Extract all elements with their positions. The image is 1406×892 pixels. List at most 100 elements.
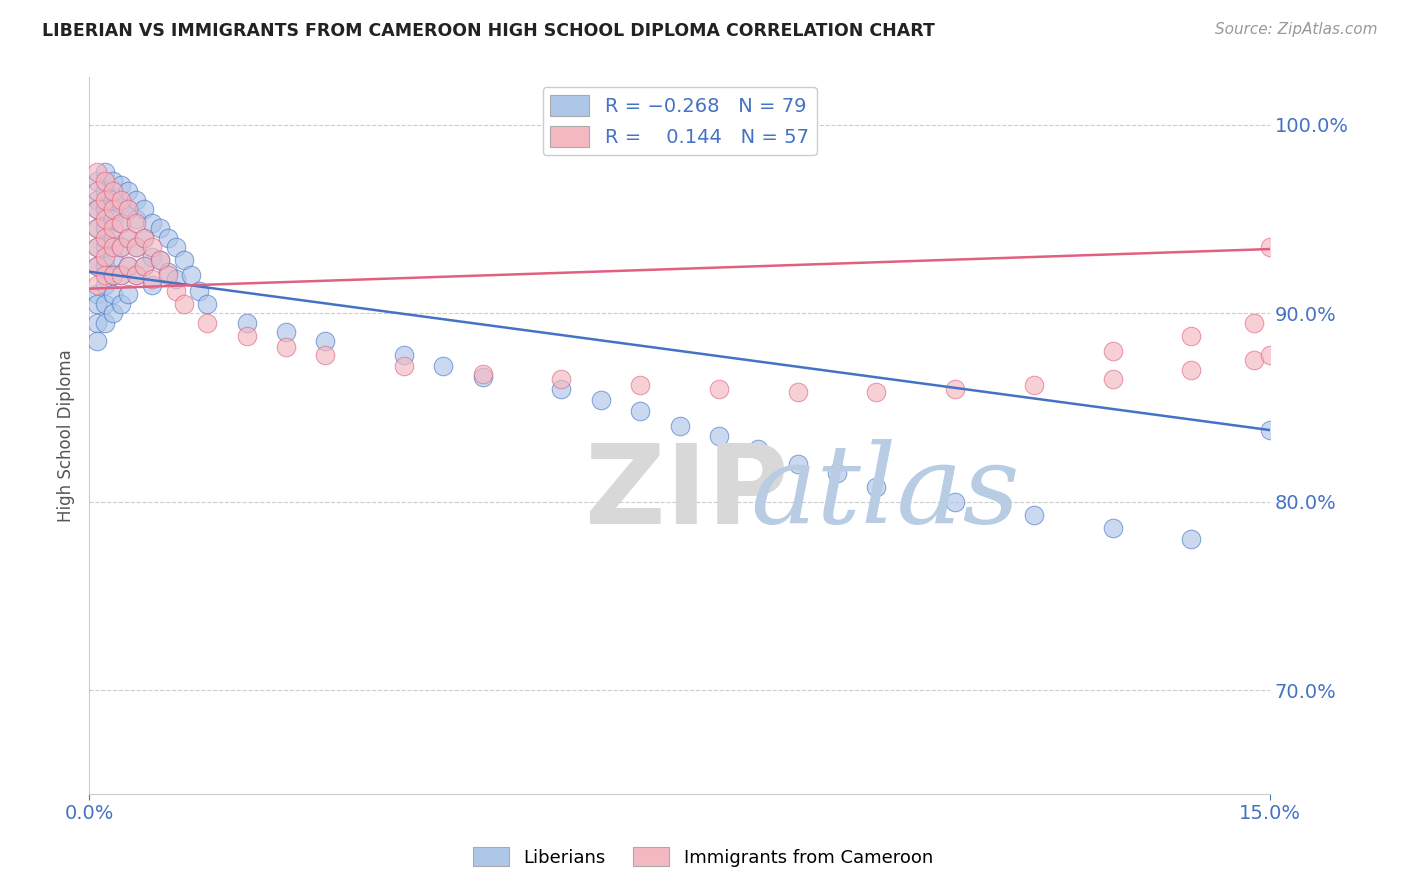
Point: [117, 184, 139, 198]
Y-axis label: High School Diploma: High School Diploma: [58, 350, 75, 522]
Point: [86, 174, 108, 188]
Point: [94, 250, 117, 264]
Legend: R = −0.268   N = 79, R =    0.144   N = 57: R = −0.268 N = 79, R = 0.144 N = 57: [543, 87, 817, 155]
Point: [86, 221, 108, 235]
Point: [117, 259, 139, 273]
Point: [156, 268, 179, 283]
Point: [786, 457, 808, 471]
Point: [86, 297, 108, 311]
Point: [1101, 521, 1123, 535]
Point: [117, 202, 139, 217]
Point: [668, 419, 690, 434]
Point: [101, 268, 124, 283]
Point: [707, 429, 730, 443]
Point: [550, 382, 572, 396]
Point: [235, 328, 257, 343]
Point: [101, 221, 124, 235]
Point: [165, 272, 187, 286]
Point: [86, 165, 108, 179]
Point: [101, 174, 124, 188]
Point: [86, 316, 108, 330]
Point: [165, 240, 187, 254]
Point: [786, 385, 808, 400]
Point: [86, 193, 108, 207]
Point: [1101, 343, 1123, 358]
Point: [943, 495, 966, 509]
Point: [471, 367, 494, 381]
Point: [141, 277, 163, 292]
Point: [173, 253, 195, 268]
Point: [1180, 328, 1202, 343]
Point: [141, 240, 163, 254]
Point: [86, 202, 108, 217]
Point: [392, 348, 415, 362]
Legend: Liberians, Immigrants from Cameroon: Liberians, Immigrants from Cameroon: [465, 840, 941, 874]
Point: [110, 268, 132, 283]
Point: [110, 216, 132, 230]
Point: [149, 221, 172, 235]
Point: [134, 231, 156, 245]
Point: [86, 334, 108, 349]
Point: [101, 231, 124, 245]
Point: [392, 359, 415, 373]
Point: [94, 184, 117, 198]
Point: [1258, 423, 1281, 437]
Point: [865, 385, 887, 400]
Point: [86, 184, 108, 198]
Point: [1022, 377, 1045, 392]
Point: [125, 240, 148, 254]
Point: [156, 231, 179, 245]
Point: [1022, 508, 1045, 522]
Point: [134, 259, 156, 273]
Point: [141, 272, 163, 286]
Point: [432, 359, 454, 373]
Point: [86, 277, 108, 292]
Point: [1258, 348, 1281, 362]
Text: ZIP: ZIP: [585, 440, 789, 547]
Point: [94, 240, 117, 254]
Point: [101, 306, 124, 320]
Point: [707, 382, 730, 396]
Point: [173, 297, 195, 311]
Point: [134, 202, 156, 217]
Point: [110, 193, 132, 207]
Point: [156, 265, 179, 279]
Point: [86, 221, 108, 235]
Point: [1243, 316, 1265, 330]
Point: [195, 297, 218, 311]
Point: [101, 287, 124, 301]
Point: [195, 316, 218, 330]
Point: [125, 211, 148, 226]
Point: [94, 193, 117, 207]
Point: [628, 404, 651, 418]
Point: [94, 211, 117, 226]
Point: [110, 268, 132, 283]
Point: [94, 202, 117, 217]
Point: [117, 287, 139, 301]
Point: [125, 240, 148, 254]
Point: [94, 221, 117, 235]
Point: [117, 202, 139, 217]
Point: [86, 240, 108, 254]
Point: [94, 165, 117, 179]
Point: [943, 382, 966, 396]
Point: [86, 259, 108, 273]
Point: [117, 259, 139, 273]
Point: [110, 178, 132, 192]
Point: [1243, 353, 1265, 368]
Point: [865, 480, 887, 494]
Point: [94, 259, 117, 273]
Point: [110, 196, 132, 211]
Point: [94, 316, 117, 330]
Point: [94, 268, 117, 283]
Point: [101, 240, 124, 254]
Point: [550, 372, 572, 386]
Point: [101, 184, 124, 198]
Point: [117, 231, 139, 245]
Point: [1258, 240, 1281, 254]
Point: [274, 340, 297, 354]
Point: [141, 216, 163, 230]
Point: [125, 193, 148, 207]
Point: [94, 277, 117, 292]
Point: [149, 253, 172, 268]
